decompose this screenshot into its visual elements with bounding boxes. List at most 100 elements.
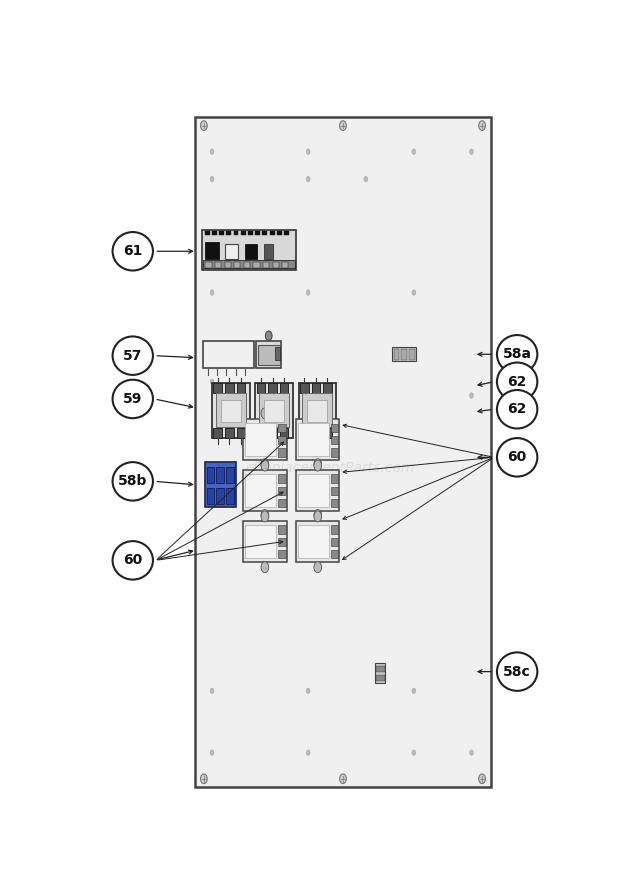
FancyBboxPatch shape (300, 428, 309, 438)
FancyBboxPatch shape (259, 392, 289, 427)
FancyBboxPatch shape (255, 384, 293, 438)
FancyBboxPatch shape (330, 525, 339, 533)
FancyBboxPatch shape (226, 467, 234, 483)
Circle shape (265, 331, 272, 341)
Circle shape (306, 177, 310, 182)
FancyBboxPatch shape (212, 231, 217, 235)
Circle shape (210, 290, 214, 295)
FancyBboxPatch shape (278, 436, 286, 444)
FancyBboxPatch shape (226, 244, 237, 259)
Circle shape (314, 509, 322, 521)
Circle shape (210, 379, 214, 384)
FancyBboxPatch shape (205, 462, 236, 507)
FancyBboxPatch shape (206, 488, 215, 504)
FancyBboxPatch shape (280, 384, 288, 392)
FancyBboxPatch shape (224, 261, 231, 268)
Circle shape (479, 120, 485, 130)
FancyBboxPatch shape (243, 419, 286, 460)
Circle shape (210, 688, 214, 694)
FancyBboxPatch shape (278, 424, 286, 432)
FancyBboxPatch shape (275, 347, 280, 359)
Circle shape (314, 511, 322, 522)
FancyBboxPatch shape (278, 525, 286, 533)
FancyBboxPatch shape (330, 436, 339, 444)
FancyBboxPatch shape (268, 428, 277, 438)
Ellipse shape (497, 652, 538, 690)
FancyBboxPatch shape (212, 384, 249, 438)
Text: eReplacementParts.com: eReplacementParts.com (245, 460, 415, 475)
FancyBboxPatch shape (225, 384, 234, 392)
FancyBboxPatch shape (277, 231, 281, 235)
Circle shape (469, 149, 474, 154)
FancyBboxPatch shape (243, 470, 286, 511)
FancyBboxPatch shape (215, 261, 221, 268)
Circle shape (306, 688, 310, 694)
Text: 58a: 58a (503, 347, 532, 361)
FancyBboxPatch shape (237, 428, 245, 438)
FancyBboxPatch shape (257, 384, 265, 392)
Circle shape (210, 177, 214, 182)
FancyBboxPatch shape (278, 449, 286, 457)
FancyBboxPatch shape (245, 474, 276, 507)
Text: 58c: 58c (503, 665, 531, 679)
FancyBboxPatch shape (254, 261, 260, 268)
Circle shape (306, 290, 310, 295)
FancyBboxPatch shape (282, 261, 288, 268)
Circle shape (210, 149, 214, 154)
FancyBboxPatch shape (225, 428, 234, 438)
FancyBboxPatch shape (244, 261, 250, 268)
FancyBboxPatch shape (241, 231, 246, 235)
Ellipse shape (497, 335, 538, 374)
FancyBboxPatch shape (203, 260, 295, 268)
FancyBboxPatch shape (278, 550, 286, 558)
FancyBboxPatch shape (376, 664, 385, 682)
Ellipse shape (113, 462, 153, 500)
Text: 60: 60 (508, 450, 527, 465)
Circle shape (412, 290, 416, 295)
FancyBboxPatch shape (202, 230, 296, 269)
Circle shape (412, 688, 416, 694)
FancyBboxPatch shape (205, 231, 210, 235)
FancyBboxPatch shape (330, 424, 339, 432)
Text: 62: 62 (507, 375, 527, 389)
FancyBboxPatch shape (243, 521, 286, 562)
FancyBboxPatch shape (330, 538, 339, 546)
FancyBboxPatch shape (219, 231, 224, 235)
FancyBboxPatch shape (311, 428, 320, 438)
Circle shape (306, 149, 310, 154)
FancyBboxPatch shape (221, 400, 241, 422)
FancyBboxPatch shape (401, 349, 407, 359)
Circle shape (412, 149, 416, 154)
Circle shape (261, 562, 268, 573)
Circle shape (200, 120, 207, 130)
FancyBboxPatch shape (296, 419, 339, 460)
Text: 61: 61 (123, 244, 143, 259)
Text: 57: 57 (123, 349, 143, 363)
FancyBboxPatch shape (264, 400, 284, 422)
FancyBboxPatch shape (234, 261, 241, 268)
FancyBboxPatch shape (284, 231, 289, 235)
FancyBboxPatch shape (205, 261, 211, 268)
Circle shape (306, 750, 310, 756)
FancyBboxPatch shape (216, 392, 246, 427)
FancyBboxPatch shape (298, 384, 336, 438)
Ellipse shape (497, 362, 538, 401)
Text: 58b: 58b (118, 475, 148, 488)
FancyBboxPatch shape (376, 666, 384, 673)
FancyBboxPatch shape (278, 538, 286, 546)
FancyBboxPatch shape (255, 231, 260, 235)
FancyBboxPatch shape (298, 423, 329, 456)
FancyBboxPatch shape (278, 487, 286, 495)
Ellipse shape (113, 380, 153, 418)
FancyBboxPatch shape (262, 231, 267, 235)
FancyBboxPatch shape (307, 400, 327, 422)
FancyBboxPatch shape (273, 261, 279, 268)
FancyBboxPatch shape (264, 244, 273, 259)
FancyBboxPatch shape (311, 384, 320, 392)
Circle shape (479, 774, 485, 783)
FancyBboxPatch shape (392, 347, 416, 361)
FancyBboxPatch shape (278, 475, 286, 483)
FancyBboxPatch shape (245, 524, 276, 558)
Text: 62: 62 (507, 402, 527, 417)
FancyBboxPatch shape (245, 244, 257, 259)
